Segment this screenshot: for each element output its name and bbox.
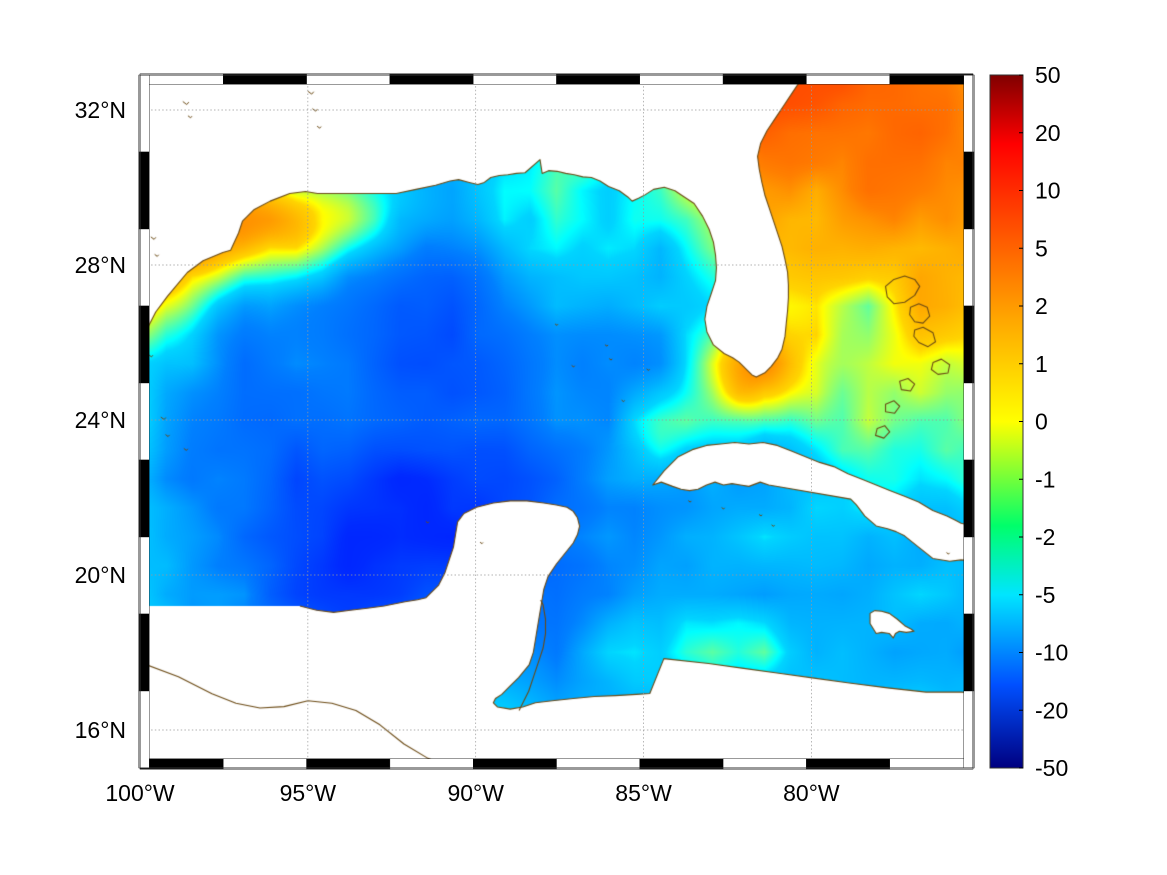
svg-text:-10: -10: [1035, 640, 1068, 666]
svg-text:85°W: 85°W: [615, 780, 672, 806]
svg-text:-2: -2: [1035, 524, 1055, 550]
svg-text:80°W: 80°W: [783, 780, 840, 806]
svg-text:32°N: 32°N: [75, 97, 126, 123]
svg-text:50: 50: [1035, 62, 1061, 88]
svg-text:16°N: 16°N: [75, 717, 126, 743]
svg-text:95°W: 95°W: [280, 780, 337, 806]
svg-text:5: 5: [1035, 235, 1048, 261]
svg-text:2: 2: [1035, 293, 1048, 319]
svg-text:20°N: 20°N: [75, 562, 126, 588]
svg-text:20: 20: [1035, 120, 1061, 146]
svg-text:28°N: 28°N: [75, 252, 126, 278]
svg-text:100°W: 100°W: [105, 780, 175, 806]
svg-text:1: 1: [1035, 351, 1048, 377]
svg-text:-50: -50: [1035, 755, 1068, 781]
svg-text:-5: -5: [1035, 582, 1055, 608]
svg-text:90°W: 90°W: [447, 780, 504, 806]
svg-text:-20: -20: [1035, 697, 1068, 723]
svg-text:10: 10: [1035, 178, 1061, 204]
svg-text:24°N: 24°N: [75, 407, 126, 433]
svg-text:0: 0: [1035, 409, 1048, 435]
svg-text:-1: -1: [1035, 466, 1055, 492]
